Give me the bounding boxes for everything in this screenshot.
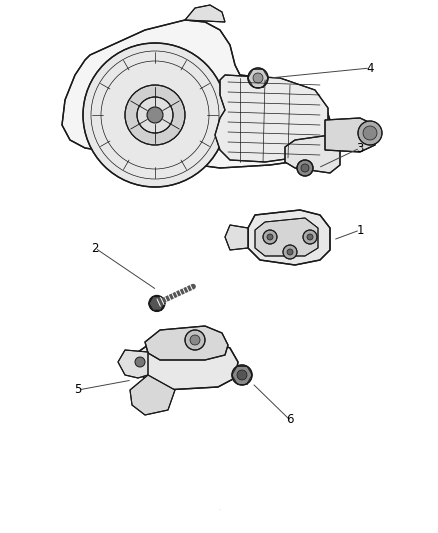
Circle shape — [184, 330, 205, 350]
Circle shape — [147, 107, 162, 123]
Polygon shape — [247, 210, 329, 265]
Text: ·: · — [217, 507, 219, 513]
Polygon shape — [118, 350, 148, 378]
Polygon shape — [324, 118, 374, 152]
Circle shape — [297, 160, 312, 176]
Circle shape — [125, 85, 184, 145]
Text: 4: 4 — [365, 61, 373, 75]
Circle shape — [286, 249, 292, 255]
Circle shape — [252, 73, 262, 83]
Polygon shape — [225, 225, 247, 250]
Polygon shape — [145, 326, 227, 360]
Circle shape — [300, 164, 308, 172]
Polygon shape — [130, 375, 175, 415]
Circle shape — [135, 357, 145, 367]
Circle shape — [83, 43, 226, 187]
Text: 6: 6 — [286, 414, 293, 426]
Circle shape — [247, 68, 267, 88]
Circle shape — [190, 335, 200, 345]
Circle shape — [306, 234, 312, 240]
Polygon shape — [62, 20, 329, 168]
Circle shape — [283, 245, 297, 259]
Circle shape — [262, 230, 276, 244]
Text: 3: 3 — [356, 141, 363, 155]
Polygon shape — [284, 135, 339, 173]
Text: 5: 5 — [74, 384, 81, 397]
Circle shape — [148, 295, 165, 311]
Circle shape — [302, 230, 316, 244]
Polygon shape — [184, 5, 225, 22]
Circle shape — [237, 370, 247, 380]
Circle shape — [231, 365, 251, 385]
Circle shape — [266, 234, 272, 240]
Circle shape — [362, 126, 376, 140]
Polygon shape — [254, 218, 317, 256]
Circle shape — [137, 97, 173, 133]
Polygon shape — [135, 340, 237, 390]
Circle shape — [357, 121, 381, 145]
Polygon shape — [215, 75, 327, 162]
Polygon shape — [148, 296, 165, 310]
Text: 2: 2 — [91, 241, 99, 254]
Text: 1: 1 — [356, 223, 363, 237]
